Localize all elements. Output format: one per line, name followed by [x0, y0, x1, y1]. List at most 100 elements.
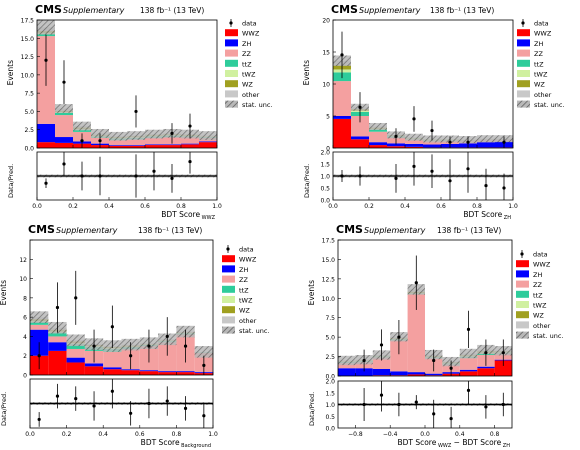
- supplementary-label: Supplementary: [359, 6, 421, 15]
- y-tick-label-4: 6: [23, 315, 27, 322]
- bar-wwz-bin-5: [407, 374, 425, 376]
- legend-data-point: [226, 247, 230, 251]
- data-point-1: [44, 58, 48, 62]
- data-point-6: [134, 109, 138, 114]
- data-point-5: [110, 325, 114, 329]
- y-tick-label-4: 7.5: [325, 315, 335, 322]
- legend-swatch-wz: [225, 80, 238, 88]
- ratio-point-8: [466, 388, 471, 392]
- data-point-4: [98, 139, 102, 143]
- legend-swatch-zh: [516, 270, 529, 278]
- bar-zh-bin-9: [477, 366, 495, 369]
- stat-unc-band-bin-1: [338, 355, 356, 366]
- bar-zz-bin-6: [423, 140, 441, 145]
- y-tick-label-6: 12.5: [322, 276, 336, 283]
- bar-ttz-bin-3: [369, 129, 387, 132]
- bar-zh-bin-9: [181, 143, 199, 145]
- legend-label-6: tWZ: [534, 71, 548, 79]
- x-tick-label-5: 0.8: [472, 203, 482, 210]
- legend-label-5: ttZ: [534, 60, 544, 68]
- main-plot-frame: [36, 19, 218, 149]
- legend-label-4: ZZ: [534, 50, 543, 58]
- ratio-point-8: [170, 176, 174, 180]
- bar-wwz-bin-5: [103, 369, 122, 375]
- y-axis-label: Events: [0, 280, 8, 305]
- ratio-y-axis-label: Data/Pred.: [308, 392, 316, 426]
- legend-swatch-wz: [222, 306, 235, 314]
- ratio-point-6: [129, 411, 133, 415]
- bar-zz-bin-3: [66, 348, 85, 358]
- legend-swatch-twz: [222, 296, 235, 303]
- y-tick-label-1: 0.0: [325, 374, 335, 381]
- bar-zh-bin-5: [405, 143, 423, 147]
- cms-label: CMS: [336, 223, 363, 236]
- data-point-9: [183, 344, 188, 348]
- data-point-5: [412, 117, 416, 121]
- legend-swatch-other: [517, 90, 530, 98]
- bar-zh-bin-9: [176, 371, 195, 373]
- data-point-3: [80, 139, 84, 143]
- ratio-y-tick-label-2: 0.5: [320, 186, 330, 193]
- legend-data-point: [521, 21, 525, 25]
- lumi-label: 138 fb⁻¹ (13 TeV): [138, 226, 202, 235]
- x-tick-label-4: 0.6: [135, 431, 145, 438]
- data-point-8: [165, 334, 169, 339]
- data-point-7: [449, 366, 453, 370]
- legend-label-1: data: [239, 246, 254, 254]
- bar-wwz-bin-10: [494, 360, 512, 376]
- data-point-10: [202, 363, 206, 367]
- data-point-8: [170, 131, 174, 135]
- supplementary-label: Supplementary: [63, 6, 125, 15]
- ratio-point-3: [74, 397, 78, 401]
- bar-ttz-bin-3: [66, 344, 85, 349]
- ratio-point-10: [501, 402, 505, 407]
- ratio-y-axis-label: Data/Pred.: [0, 392, 8, 426]
- y-tick-label-3: 5.0: [24, 109, 34, 116]
- legend-swatch-zh: [225, 39, 238, 47]
- legend-label-9: stat. unc.: [242, 101, 272, 109]
- y-tick-label-4: 15: [322, 50, 330, 57]
- bar-zz-bin-2: [55, 115, 73, 138]
- data-point-2: [362, 358, 366, 363]
- y-axis-label: Events: [307, 280, 316, 305]
- legend-label-6: tWZ: [242, 71, 256, 79]
- ratio-point-9: [484, 405, 488, 409]
- legend-label-7: WZ: [239, 307, 250, 315]
- bar-wwz-bin-2: [48, 350, 67, 375]
- bar-wwz-bin-7: [145, 145, 163, 148]
- x-tick-label-2: 0.2: [364, 203, 374, 210]
- legend-label-1: data: [533, 251, 548, 259]
- legend-label-2: WWZ: [534, 30, 552, 38]
- y-tick-label-7: 12: [19, 257, 27, 264]
- chart-panel-1: CMS Supplementary 138 fb⁻¹ (13 TeV) 0.0 2.5 5…: [6, 3, 272, 221]
- data-point-2: [62, 80, 66, 84]
- x-tick-label-3: 0.0: [420, 431, 430, 438]
- supplementary-label: Supplementary: [56, 226, 118, 235]
- ratio-point-3: [379, 393, 384, 397]
- legend-swatch-ttz: [225, 59, 238, 67]
- data-point-3: [379, 343, 384, 347]
- ratio-point-4: [92, 404, 96, 408]
- stat-unc-band-bin-2: [55, 104, 73, 113]
- ratio-point-9: [188, 160, 192, 164]
- x-tick-label-5: 0.8: [172, 431, 182, 438]
- chart-panel-2: CMS Supplementary 138 fb⁻¹ (13 TeV) 0 5 10 15 2…: [302, 3, 564, 221]
- ratio-point-2: [362, 402, 366, 407]
- bar-wwz-bin-9: [181, 144, 199, 148]
- bar-zh-bin-5: [407, 372, 425, 375]
- bar-zh-bin-3: [66, 357, 85, 363]
- ratio-y-tick-label-3: 1.0: [325, 402, 335, 409]
- bar-wwz-bin-3: [66, 362, 85, 375]
- bar-zh-bin-6: [425, 373, 443, 376]
- bar-wwz-bin-8: [163, 145, 181, 148]
- legend-swatch-zh: [222, 265, 235, 273]
- legend-swatch-twz: [517, 70, 530, 77]
- legend-label-6: tWZ: [239, 297, 253, 305]
- legend-swatch-wwz: [517, 29, 530, 37]
- y-tick-label-3: 10: [322, 82, 330, 89]
- legend-label-4: ZZ: [533, 281, 542, 289]
- data-point-7: [147, 344, 151, 348]
- ratio-point-2: [62, 162, 66, 166]
- legend-label-9: stat. unc.: [239, 327, 269, 335]
- bar-zh-bin-2: [55, 137, 73, 143]
